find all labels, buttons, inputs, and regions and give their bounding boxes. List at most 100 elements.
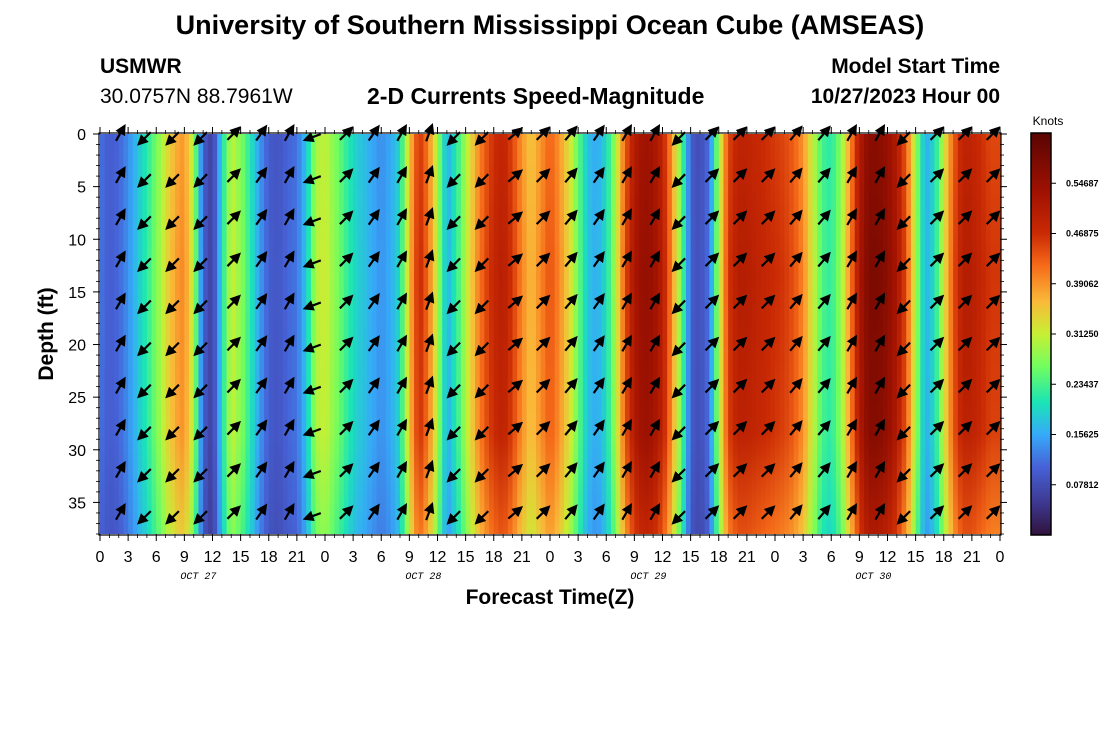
current-vector: [137, 426, 152, 441]
heatmap-cell: [564, 134, 570, 534]
current-vector: [817, 251, 831, 268]
y-axis-label: Depth (ft): [35, 287, 58, 380]
heatmap-cell: [137, 134, 143, 534]
current-vector: [507, 506, 524, 520]
current-vector: [846, 166, 857, 184]
heatmap-cell: [493, 134, 500, 534]
current-vector: [649, 460, 661, 479]
current-vector: [165, 510, 180, 525]
current-vector: [226, 463, 242, 478]
y-tick-label: 25: [68, 390, 86, 407]
current-vector: [789, 335, 803, 352]
current-vector: [423, 417, 435, 437]
heatmap-cell: [442, 134, 448, 534]
current-vector: [137, 383, 152, 399]
current-vector: [193, 299, 208, 315]
heatmap-cell: [451, 134, 457, 534]
current-vector: [985, 252, 1001, 267]
current-vector: [985, 294, 1001, 310]
heatmap-cell: [967, 134, 973, 534]
current-vector: [789, 420, 803, 436]
current-vector: [929, 294, 945, 310]
heatmap-cell: [610, 134, 617, 534]
x-tick-label: 3: [799, 549, 808, 566]
current-vector: [165, 299, 180, 315]
heatmap-cell: [639, 134, 645, 534]
y-tick-label: 5: [77, 180, 86, 197]
x-tick-label: 3: [574, 549, 583, 566]
current-vector: [283, 376, 295, 394]
x-tick-label: 12: [429, 549, 447, 566]
heatmap-cell: [329, 134, 335, 534]
heatmap-cell: [906, 134, 912, 534]
station-coordinates: 30.0757N 88.7961W: [100, 85, 293, 108]
heatmap-cell: [531, 134, 537, 534]
current-vector: [115, 376, 126, 394]
heatmap-cell: [925, 134, 931, 534]
current-vector: [874, 376, 886, 394]
current-vector: [302, 173, 322, 185]
current-vector: [929, 336, 945, 352]
current-vector: [732, 336, 748, 352]
heatmap-cell: [240, 134, 246, 534]
current-vector: [446, 257, 461, 273]
current-vector: [137, 173, 152, 188]
current-vector: [929, 252, 945, 267]
current-vector: [193, 510, 208, 525]
heatmap-cell: [334, 134, 340, 534]
current-vector: [367, 419, 380, 436]
heatmap-cell: [189, 134, 195, 534]
current-vector: [283, 250, 295, 268]
current-vector: [874, 460, 886, 479]
current-vector: [671, 173, 686, 188]
colorbar-tick-label: 0.07812: [1066, 480, 1099, 490]
heatmap-cell: [929, 134, 935, 534]
heatmap-cell: [896, 134, 903, 534]
current-vector: [760, 252, 776, 267]
current-vector: [564, 209, 578, 226]
current-vector: [446, 468, 461, 483]
current-vector: [874, 334, 886, 352]
heatmap-cell: [109, 134, 115, 534]
heatmap-cell: [775, 134, 781, 534]
current-vector: [165, 215, 180, 231]
heatmap-cell: [582, 134, 589, 534]
current-vector: [671, 468, 686, 483]
heatmap-cell: [728, 134, 734, 534]
current-vector: [760, 463, 776, 478]
heatmap-cell: [432, 134, 439, 534]
heatmap-cell: [695, 134, 701, 534]
heatmap-cell: [503, 134, 509, 534]
heatmap-cell: [170, 134, 176, 534]
current-vector: [985, 210, 1001, 225]
current-vector: [760, 336, 776, 352]
heatmap-cell: [203, 134, 209, 534]
current-vector: [704, 420, 720, 436]
current-vector: [874, 418, 886, 437]
current-vector: [846, 292, 857, 310]
heatmap-cell: [985, 134, 992, 534]
x-tick-label: 9: [405, 549, 414, 566]
heatmap-cell: [573, 134, 579, 534]
current-vector: [137, 257, 152, 273]
heatmap-cell: [371, 134, 378, 534]
heatmap-cell: [709, 134, 715, 534]
current-vector: [789, 378, 803, 394]
heatmap-cell: [629, 134, 635, 534]
current-vector: [193, 215, 208, 231]
current-vector: [535, 294, 551, 310]
heatmap-cell: [292, 134, 298, 534]
x-tick-label: 18: [260, 549, 278, 566]
current-vector: [760, 420, 776, 436]
heatmap-cell: [596, 134, 603, 534]
heatmap-cell: [662, 134, 668, 534]
current-vector: [507, 421, 524, 436]
current-vector: [957, 252, 973, 267]
current-vector: [874, 250, 886, 268]
current-vector: [789, 251, 803, 268]
heatmap-cell: [184, 134, 190, 534]
current-vector: [704, 505, 720, 520]
plot-title: 2-D Currents Speed-Magnitude: [367, 83, 705, 109]
current-vector: [704, 168, 720, 183]
heatmap-cell: [943, 134, 950, 534]
